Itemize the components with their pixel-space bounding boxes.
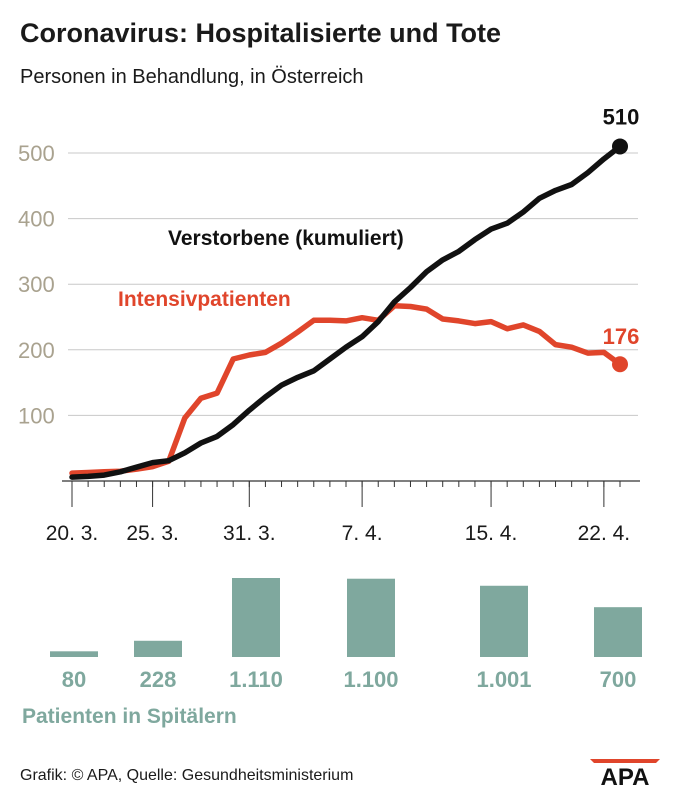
bar-value-label: 228 — [140, 667, 177, 692]
bar-value-label: 1.001 — [476, 667, 531, 692]
end-label-verstorbene: 510 — [603, 104, 640, 129]
bar — [134, 640, 182, 657]
bar — [347, 578, 395, 657]
y-tick-label: 300 — [18, 272, 55, 297]
bar — [594, 607, 642, 657]
bar-chart-title: Patienten in Spitälern — [22, 705, 237, 728]
bar-value-label: 80 — [62, 667, 86, 692]
line-intensivpatienten — [69, 303, 623, 476]
apa-logo-text: APA — [601, 764, 650, 787]
bar — [480, 585, 528, 657]
y-tick-label: 200 — [18, 338, 55, 363]
x-tick-label: 20. 3. — [46, 522, 99, 545]
line-intensivpatienten-endpoint — [612, 356, 628, 373]
apa-logo: APA — [590, 759, 660, 787]
x-tick-label: 22. 4. — [578, 522, 631, 545]
x-tick-label: 31. 3. — [223, 522, 276, 545]
bar-value-label: 1.100 — [343, 667, 398, 692]
bar-value-label: 1.110 — [229, 667, 283, 692]
x-tick-label: 25. 3. — [126, 522, 179, 545]
end-label-intensivpatienten: 176 — [603, 324, 640, 349]
y-tick-label: 500 — [18, 141, 55, 166]
line-verstorbene — [69, 143, 623, 480]
chart-subtitle: Personen in Behandlung, in Österreich — [20, 66, 364, 88]
bar — [232, 578, 280, 657]
series-label-verstorbene: Verstorbene (kumuliert) — [168, 227, 404, 250]
x-tick-label: 7. 4. — [342, 522, 383, 545]
chart-title: Coronavirus: Hospitalisierte und Tote — [20, 18, 502, 48]
chart-area: 100 200 300 400 500 20. 3. 25. 3. 31. 3. 7. 4. 1… — [18, 104, 642, 728]
y-tick-label: 100 — [18, 403, 55, 428]
source-credit: Grafik: © APA, Quelle: Gesundheitsminist… — [20, 767, 354, 784]
line-verstorbene-endpoint — [612, 138, 628, 155]
x-tick-label: 15. 4. — [465, 522, 518, 545]
bar — [50, 651, 98, 657]
series-label-intensivpatienten: Intensivpatienten — [118, 288, 291, 311]
y-tick-label: 400 — [18, 207, 55, 232]
bar-value-label: 700 — [600, 667, 637, 692]
